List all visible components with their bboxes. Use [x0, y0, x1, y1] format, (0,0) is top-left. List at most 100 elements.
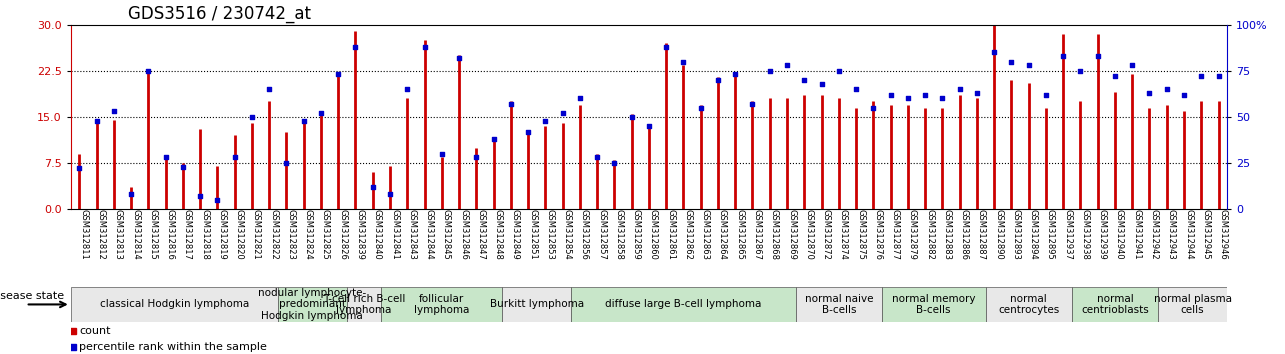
- Point: [483, 136, 504, 142]
- Text: GSM312944: GSM312944: [1183, 209, 1192, 259]
- FancyBboxPatch shape: [382, 287, 502, 322]
- Text: GDS3516 / 230742_at: GDS3516 / 230742_at: [128, 6, 311, 23]
- Point: [1052, 53, 1073, 59]
- Point: [293, 118, 314, 123]
- FancyBboxPatch shape: [795, 287, 882, 322]
- Text: GSM312879: GSM312879: [907, 209, 916, 260]
- Point: [207, 197, 227, 202]
- Text: GSM312822: GSM312822: [269, 209, 278, 259]
- Text: GSM312890: GSM312890: [995, 209, 1004, 259]
- Point: [242, 114, 262, 120]
- Text: GSM312859: GSM312859: [632, 209, 641, 259]
- Point: [225, 154, 245, 160]
- Text: GSM312843: GSM312843: [407, 209, 416, 260]
- Point: [1019, 62, 1040, 68]
- Text: GSM312840: GSM312840: [373, 209, 382, 259]
- Text: GSM312854: GSM312854: [563, 209, 572, 259]
- Point: [414, 44, 434, 50]
- Text: GSM312877: GSM312877: [891, 209, 899, 260]
- Text: GSM312938: GSM312938: [1081, 209, 1090, 260]
- Point: [1173, 92, 1194, 98]
- FancyBboxPatch shape: [1072, 287, 1158, 322]
- FancyBboxPatch shape: [882, 287, 986, 322]
- Text: GSM312882: GSM312882: [925, 209, 934, 260]
- Point: [1208, 74, 1228, 79]
- Text: GSM312943: GSM312943: [1167, 209, 1176, 259]
- Point: [190, 193, 211, 199]
- Point: [1036, 92, 1056, 98]
- Text: GSM312883: GSM312883: [942, 209, 951, 260]
- Point: [397, 86, 418, 92]
- FancyBboxPatch shape: [502, 287, 572, 322]
- Text: GSM312887: GSM312887: [977, 209, 986, 260]
- Text: GSM312821: GSM312821: [252, 209, 261, 259]
- Point: [966, 90, 987, 96]
- Text: percentile rank within the sample: percentile rank within the sample: [78, 342, 267, 352]
- Point: [501, 101, 522, 107]
- Point: [673, 59, 694, 64]
- Text: GSM312861: GSM312861: [666, 209, 675, 260]
- Point: [776, 62, 797, 68]
- Point: [622, 114, 642, 120]
- Text: GSM312826: GSM312826: [338, 209, 347, 260]
- Point: [794, 77, 815, 83]
- Text: GSM312818: GSM312818: [200, 209, 209, 260]
- Point: [276, 160, 297, 166]
- Text: GSM312849: GSM312849: [511, 209, 520, 259]
- Point: [432, 151, 452, 156]
- Point: [1087, 53, 1108, 59]
- Text: GSM312941: GSM312941: [1132, 209, 1141, 259]
- Text: GSM312845: GSM312845: [442, 209, 451, 259]
- Point: [846, 86, 866, 92]
- Point: [587, 154, 608, 160]
- Point: [172, 164, 193, 169]
- Text: GSM312942: GSM312942: [1150, 209, 1159, 259]
- Text: GSM312819: GSM312819: [217, 209, 226, 259]
- Point: [915, 92, 935, 98]
- Text: normal plasma
cells: normal plasma cells: [1154, 293, 1231, 315]
- Point: [535, 118, 555, 123]
- Point: [743, 101, 763, 107]
- Point: [553, 110, 573, 116]
- FancyBboxPatch shape: [572, 287, 795, 322]
- Point: [897, 96, 917, 101]
- Text: normal
centrocytes: normal centrocytes: [998, 293, 1059, 315]
- Point: [1156, 86, 1177, 92]
- Point: [448, 55, 469, 61]
- Text: count: count: [78, 326, 111, 336]
- Text: normal memory
B-cells: normal memory B-cells: [892, 293, 975, 315]
- Point: [328, 72, 348, 77]
- Text: GSM312846: GSM312846: [459, 209, 468, 260]
- Text: Burkitt lymphoma: Burkitt lymphoma: [490, 299, 583, 309]
- Text: GSM312820: GSM312820: [235, 209, 244, 259]
- Text: GSM312816: GSM312816: [166, 209, 175, 260]
- Text: GSM312894: GSM312894: [1029, 209, 1038, 259]
- Text: GSM312839: GSM312839: [356, 209, 365, 260]
- Text: GSM312858: GSM312858: [614, 209, 623, 260]
- Text: GSM312886: GSM312886: [960, 209, 969, 260]
- Text: GSM312848: GSM312848: [493, 209, 502, 260]
- Text: GSM312867: GSM312867: [753, 209, 762, 260]
- Point: [708, 77, 729, 83]
- Point: [932, 96, 952, 101]
- Text: GSM312874: GSM312874: [839, 209, 848, 260]
- Point: [880, 92, 901, 98]
- Text: GSM312813: GSM312813: [114, 209, 123, 260]
- Point: [104, 108, 125, 114]
- Point: [518, 129, 538, 135]
- Text: normal
centrioblasts: normal centrioblasts: [1081, 293, 1149, 315]
- Point: [1140, 90, 1160, 96]
- Point: [346, 44, 366, 50]
- Text: GSM312814: GSM312814: [131, 209, 140, 259]
- Text: T-cell rich B-cell
lymphoma: T-cell rich B-cell lymphoma: [323, 293, 405, 315]
- Point: [1191, 74, 1212, 79]
- Text: nodular lymphocyte-
predominant
Hodgkin lymphoma: nodular lymphocyte- predominant Hodgkin …: [258, 288, 366, 321]
- Text: GSM312865: GSM312865: [735, 209, 744, 260]
- Text: GSM312844: GSM312844: [424, 209, 433, 259]
- Point: [86, 118, 107, 123]
- FancyBboxPatch shape: [278, 287, 347, 322]
- Text: GSM312940: GSM312940: [1115, 209, 1124, 259]
- Point: [1001, 59, 1022, 64]
- Point: [1070, 68, 1091, 74]
- Point: [655, 44, 676, 50]
